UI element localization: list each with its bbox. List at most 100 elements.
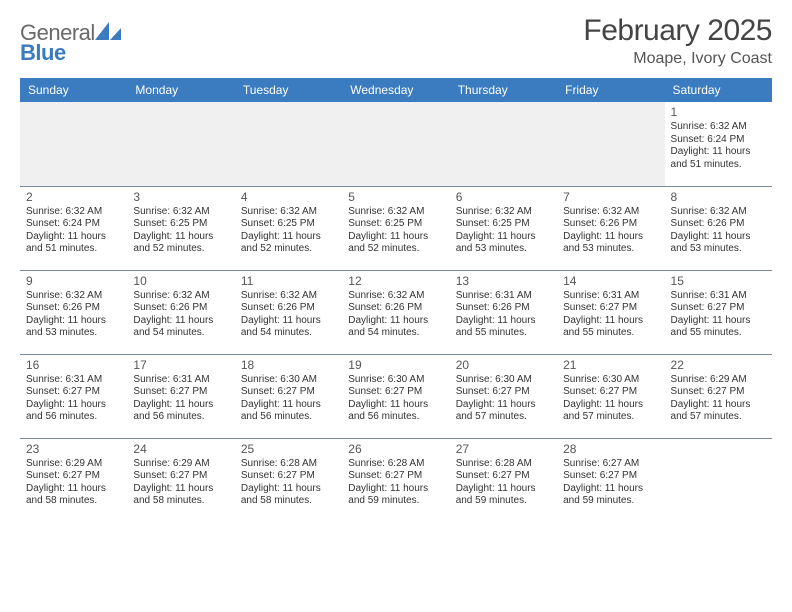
day-number: 24 [133,442,228,457]
sunset-line: Sunset: 6:24 PM [26,218,121,231]
sunrise-line: Sunrise: 6:32 AM [133,206,228,219]
sunrise-line: Sunrise: 6:29 AM [26,458,121,471]
sunset-line: Sunset: 6:27 PM [348,386,443,399]
sunset-line: Sunset: 6:25 PM [241,218,336,231]
sunset-line: Sunset: 6:27 PM [563,302,658,315]
daylight-line: Daylight: 11 hours and 53 minutes. [26,315,121,340]
sunset-line: Sunset: 6:27 PM [133,386,228,399]
calendar-day-cell [450,102,557,186]
sunrise-line: Sunrise: 6:32 AM [26,290,121,303]
day-number: 4 [241,190,336,205]
day-number: 15 [671,274,766,289]
calendar-day-cell: 21Sunrise: 6:30 AMSunset: 6:27 PMDayligh… [557,354,664,438]
daylight-line: Daylight: 11 hours and 58 minutes. [26,483,121,508]
calendar-day-cell: 10Sunrise: 6:32 AMSunset: 6:26 PMDayligh… [127,270,234,354]
calendar-day-cell: 19Sunrise: 6:30 AMSunset: 6:27 PMDayligh… [342,354,449,438]
daylight-line: Daylight: 11 hours and 55 minutes. [456,315,551,340]
day-number: 19 [348,358,443,373]
sunset-line: Sunset: 6:27 PM [26,470,121,483]
sunset-line: Sunset: 6:27 PM [563,386,658,399]
page-header: General February 2025 Moape, Ivory Coast [20,14,772,68]
calendar-day-cell: 15Sunrise: 6:31 AMSunset: 6:27 PMDayligh… [665,270,772,354]
sunset-line: Sunset: 6:26 PM [241,302,336,315]
sunset-line: Sunset: 6:26 PM [133,302,228,315]
daylight-line: Daylight: 11 hours and 59 minutes. [456,483,551,508]
calendar-day-cell: 17Sunrise: 6:31 AMSunset: 6:27 PMDayligh… [127,354,234,438]
sunrise-line: Sunrise: 6:32 AM [241,290,336,303]
day-number: 12 [348,274,443,289]
calendar-day-cell: 3Sunrise: 6:32 AMSunset: 6:25 PMDaylight… [127,186,234,270]
calendar-body: 1Sunrise: 6:32 AMSunset: 6:24 PMDaylight… [20,102,772,522]
weekday-header: Friday [557,78,664,102]
sunset-line: Sunset: 6:24 PM [671,134,766,147]
day-number: 10 [133,274,228,289]
daylight-line: Daylight: 11 hours and 56 minutes. [26,399,121,424]
sunset-line: Sunset: 6:27 PM [26,386,121,399]
day-number: 3 [133,190,228,205]
sunset-line: Sunset: 6:27 PM [456,470,551,483]
daylight-line: Daylight: 11 hours and 54 minutes. [133,315,228,340]
calendar-day-cell: 25Sunrise: 6:28 AMSunset: 6:27 PMDayligh… [235,438,342,522]
sunset-line: Sunset: 6:25 PM [348,218,443,231]
day-number: 11 [241,274,336,289]
calendar-day-cell: 12Sunrise: 6:32 AMSunset: 6:26 PMDayligh… [342,270,449,354]
sunrise-line: Sunrise: 6:31 AM [563,290,658,303]
day-number: 5 [348,190,443,205]
sunrise-line: Sunrise: 6:28 AM [241,458,336,471]
day-number: 2 [26,190,121,205]
calendar-day-cell: 16Sunrise: 6:31 AMSunset: 6:27 PMDayligh… [20,354,127,438]
weekday-header: Wednesday [342,78,449,102]
daylight-line: Daylight: 11 hours and 56 minutes. [241,399,336,424]
sunrise-line: Sunrise: 6:32 AM [26,206,121,219]
calendar-day-cell: 6Sunrise: 6:32 AMSunset: 6:25 PMDaylight… [450,186,557,270]
sunset-line: Sunset: 6:27 PM [671,386,766,399]
sunrise-line: Sunrise: 6:31 AM [26,374,121,387]
daylight-line: Daylight: 11 hours and 52 minutes. [133,231,228,256]
day-number: 9 [26,274,121,289]
daylight-line: Daylight: 11 hours and 58 minutes. [241,483,336,508]
daylight-line: Daylight: 11 hours and 52 minutes. [241,231,336,256]
sunset-line: Sunset: 6:26 PM [456,302,551,315]
calendar-week-row: 9Sunrise: 6:32 AMSunset: 6:26 PMDaylight… [20,270,772,354]
daylight-line: Daylight: 11 hours and 54 minutes. [241,315,336,340]
weekday-header: Saturday [665,78,772,102]
sunrise-line: Sunrise: 6:30 AM [563,374,658,387]
calendar-day-cell: 27Sunrise: 6:28 AMSunset: 6:27 PMDayligh… [450,438,557,522]
sunset-line: Sunset: 6:27 PM [133,470,228,483]
calendar-day-cell: 9Sunrise: 6:32 AMSunset: 6:26 PMDaylight… [20,270,127,354]
calendar-day-cell: 20Sunrise: 6:30 AMSunset: 6:27 PMDayligh… [450,354,557,438]
calendar-week-row: 23Sunrise: 6:29 AMSunset: 6:27 PMDayligh… [20,438,772,522]
day-number: 20 [456,358,551,373]
brand-word-2: Blue [20,40,66,65]
calendar-day-cell: 2Sunrise: 6:32 AMSunset: 6:24 PMDaylight… [20,186,127,270]
daylight-line: Daylight: 11 hours and 56 minutes. [133,399,228,424]
sunset-line: Sunset: 6:25 PM [133,218,228,231]
calendar-day-cell: 23Sunrise: 6:29 AMSunset: 6:27 PMDayligh… [20,438,127,522]
sunrise-line: Sunrise: 6:29 AM [133,458,228,471]
sunrise-line: Sunrise: 6:28 AM [456,458,551,471]
calendar-day-cell: 22Sunrise: 6:29 AMSunset: 6:27 PMDayligh… [665,354,772,438]
calendar-week-row: 16Sunrise: 6:31 AMSunset: 6:27 PMDayligh… [20,354,772,438]
calendar-day-cell: 24Sunrise: 6:29 AMSunset: 6:27 PMDayligh… [127,438,234,522]
calendar-day-cell: 14Sunrise: 6:31 AMSunset: 6:27 PMDayligh… [557,270,664,354]
daylight-line: Daylight: 11 hours and 56 minutes. [348,399,443,424]
sunrise-line: Sunrise: 6:30 AM [348,374,443,387]
sunrise-line: Sunrise: 6:32 AM [348,206,443,219]
sunset-line: Sunset: 6:27 PM [241,470,336,483]
sunrise-line: Sunrise: 6:30 AM [241,374,336,387]
sunrise-line: Sunrise: 6:31 AM [133,374,228,387]
day-number: 13 [456,274,551,289]
daylight-line: Daylight: 11 hours and 54 minutes. [348,315,443,340]
day-number: 27 [456,442,551,457]
sunrise-line: Sunrise: 6:28 AM [348,458,443,471]
sail-icon [95,22,121,40]
sunset-line: Sunset: 6:25 PM [456,218,551,231]
calendar-day-cell [127,102,234,186]
sunrise-line: Sunrise: 6:32 AM [456,206,551,219]
daylight-line: Daylight: 11 hours and 51 minutes. [671,146,766,171]
day-number: 17 [133,358,228,373]
sunrise-line: Sunrise: 6:32 AM [348,290,443,303]
brand-word-2-wrap: Blue [20,40,66,66]
sunrise-line: Sunrise: 6:31 AM [671,290,766,303]
daylight-line: Daylight: 11 hours and 52 minutes. [348,231,443,256]
